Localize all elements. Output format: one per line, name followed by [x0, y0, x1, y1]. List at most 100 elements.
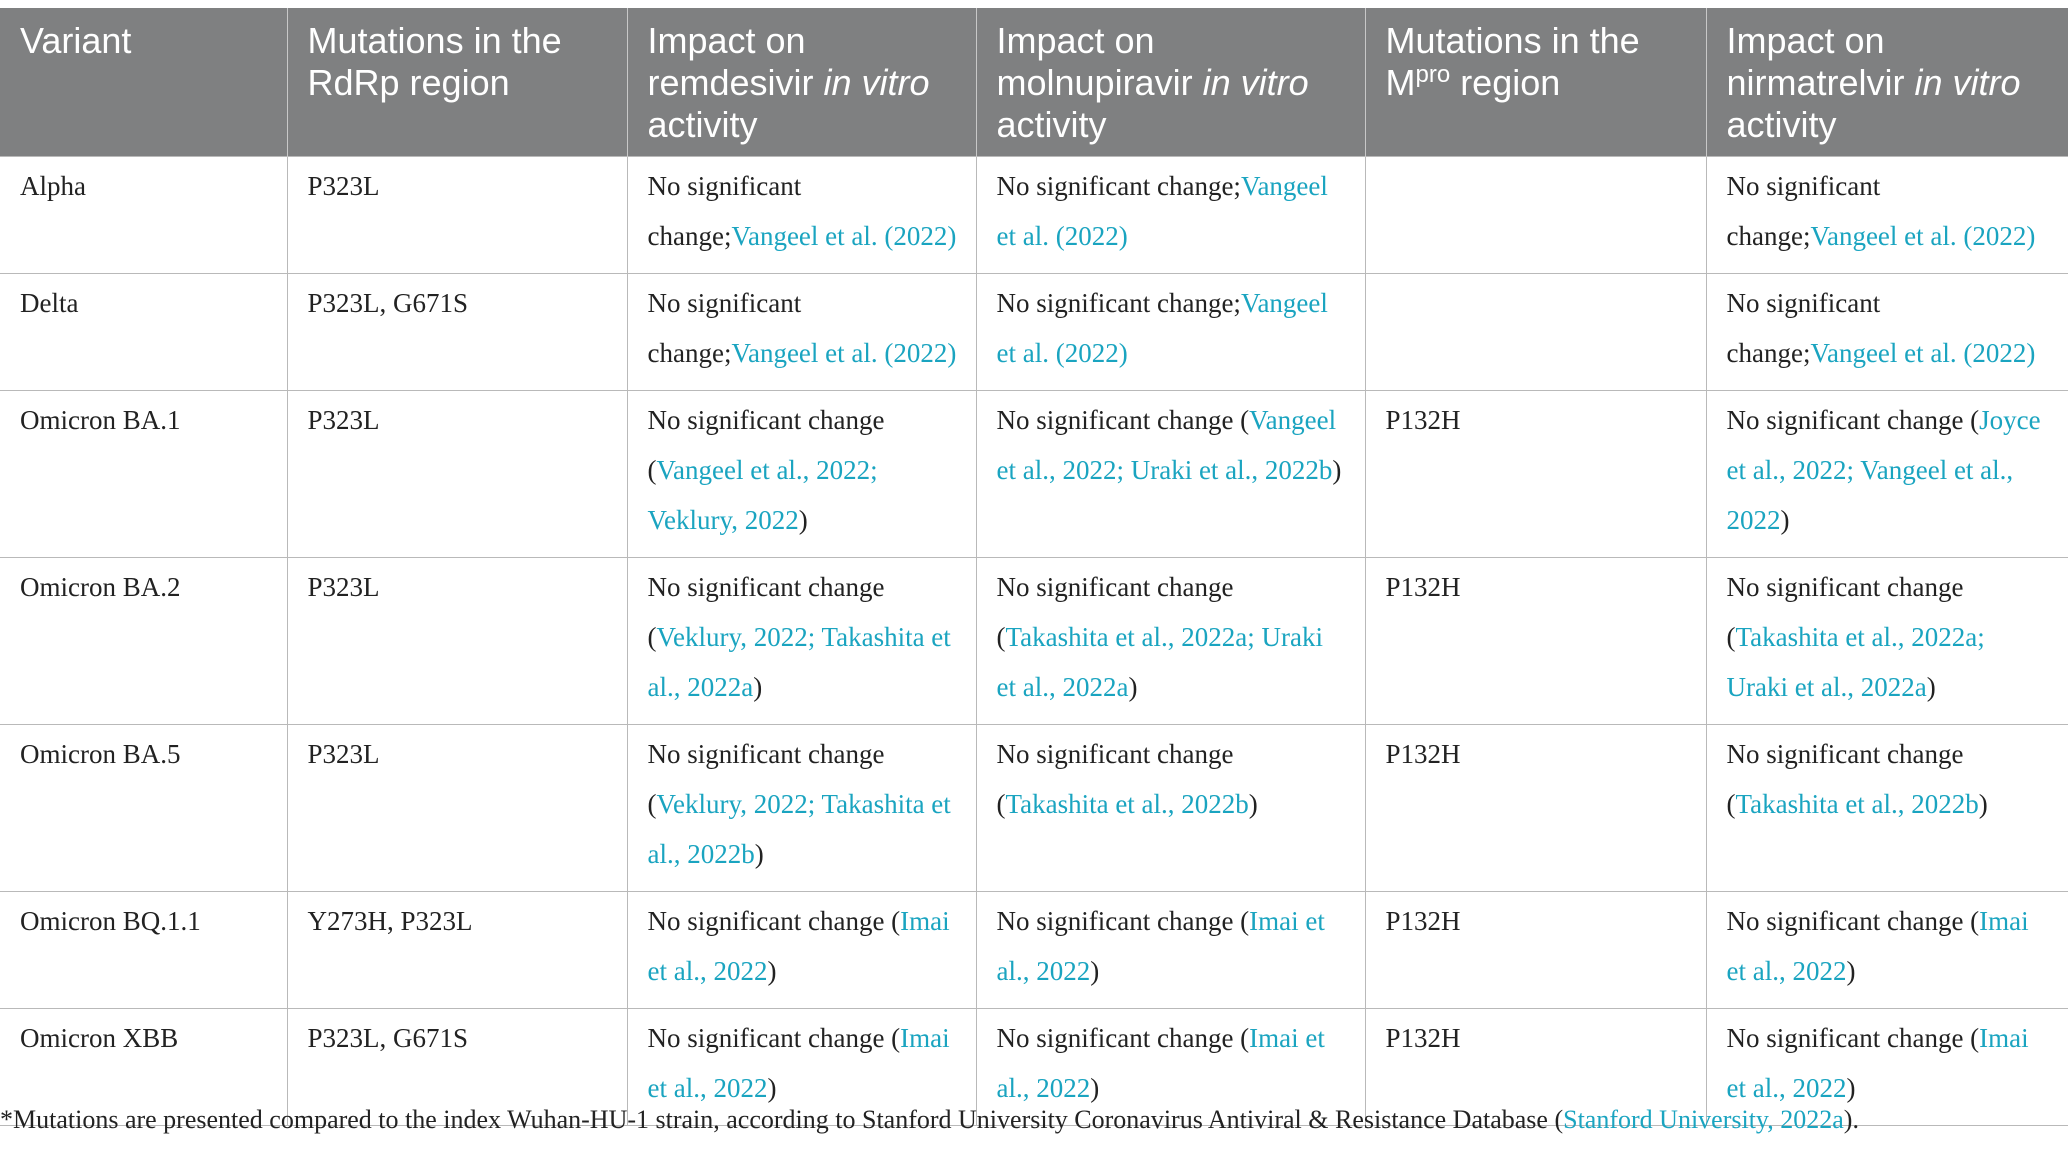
remdesivir-impact-cell: No significant change (Veklury, 2022; Ta…	[626, 557, 977, 725]
citation-link[interactable]: Takashita et al., 2022b	[1005, 789, 1249, 819]
molnupiravir-impact-cell: No significant change (Imai et al., 2022…	[975, 891, 1366, 1009]
citation-close: )	[1780, 505, 1790, 535]
citation-close: )	[754, 839, 764, 869]
citation-close: )	[767, 956, 777, 986]
citation-link[interactable]: Vangeel et al., 2022; Veklury, 2022	[647, 455, 878, 535]
nirmatrelvir-impact-cell: No significant change (Takashita et al.,…	[1705, 724, 2068, 892]
nirmatrelvir-impact-cell: No significant change (Imai et al., 2022…	[1705, 891, 2068, 1009]
citation-link[interactable]: Imai et al., 2022	[1726, 1023, 2029, 1103]
molnupiravir-impact-cell: No significant change;Vangeel et al. (20…	[975, 156, 1366, 274]
molnupiravir-impact-cell: No significant change (Vangeel et al., 2…	[975, 390, 1366, 558]
impact-text: No significant change (	[996, 1023, 1250, 1053]
impact-text: No significant change (	[647, 1023, 901, 1053]
header-variant: Variant	[0, 8, 287, 157]
mpro-mutations-cell: P132H	[1364, 891, 1707, 1009]
mpro-mutations-cell	[1364, 156, 1707, 274]
rdrp-mutations-cell: P323L, G671S	[286, 1008, 628, 1126]
citation-close: )	[767, 1073, 777, 1103]
citation-close: )	[753, 672, 763, 702]
impact-text: No significant change;	[647, 171, 802, 251]
impact-text: No significant change (	[996, 906, 1250, 936]
header-row: Variant Mutations in the RdRp region Imp…	[0, 8, 2068, 157]
resistance-table: Variant Mutations in the RdRp region Imp…	[0, 8, 2068, 1126]
impact-text: No significant change;	[996, 171, 1241, 201]
impact-text: No significant change;	[1726, 288, 1881, 368]
citation-link[interactable]: Vangeel et al. (2022)	[996, 288, 1328, 368]
variant-cell: Omicron BA.5	[0, 724, 288, 892]
citation-link[interactable]: Vangeel et al. (2022)	[1810, 338, 2036, 368]
citation-link[interactable]: Vangeel et al. (2022)	[996, 171, 1328, 251]
rdrp-mutations-cell: P323L	[286, 724, 628, 892]
citation-close: )	[1090, 1073, 1100, 1103]
impact-text: No significant change (	[647, 739, 885, 819]
citation-close: )	[1128, 672, 1138, 702]
citation-link[interactable]: Joyce et al., 2022; Vangeel et al., 2022	[1726, 405, 2041, 535]
citation-link[interactable]: Veklury, 2022; Takashita et al., 2022b	[647, 789, 951, 869]
citation-link[interactable]: Vangeel et al. (2022)	[731, 221, 957, 251]
citation-link[interactable]: Imai et al., 2022	[1726, 906, 2029, 986]
citation-close: )	[1846, 1073, 1856, 1103]
mpro-mutations-cell: P132H	[1364, 557, 1707, 725]
impact-text: No significant change (	[996, 405, 1250, 435]
table-row: Omicron BA.1 P323L No significant change (…	[0, 390, 2068, 558]
citation-link[interactable]: Takashita et al., 2022a; Uraki et al., 2…	[996, 622, 1324, 702]
footnote-reference-link[interactable]: Stanford University, 2022a	[1563, 1105, 1844, 1134]
nirmatrelvir-impact-cell: No significant change (Joyce et al., 202…	[1705, 390, 2068, 558]
citation-close: )	[1978, 789, 1988, 819]
impact-text: No significant change (	[1726, 405, 1980, 435]
citation-close: )	[1926, 672, 1936, 702]
citation-link[interactable]: Imai et al., 2022	[996, 1023, 1325, 1103]
molnupiravir-impact-cell: No significant change;Vangeel et al. (20…	[975, 273, 1366, 391]
citation-link[interactable]: Imai et al., 2022	[996, 906, 1325, 986]
citation-close: )	[1332, 455, 1342, 485]
citation-link[interactable]: Takashita et al., 2022a; Uraki et al., 2…	[1726, 622, 1985, 702]
impact-text: No significant change;	[1726, 171, 1881, 251]
remdesivir-impact-cell: No significant change (Imai et al., 2022…	[626, 1008, 977, 1126]
citation-link[interactable]: Imai et al., 2022	[647, 906, 950, 986]
impact-text: No significant change (	[996, 572, 1234, 652]
header-molnupiravir-impact: Impact on molnupiravir in vitro activity	[975, 8, 1365, 157]
remdesivir-impact-cell: No significant change;Vangeel et al. (20…	[626, 156, 977, 274]
citation-link[interactable]: Veklury, 2022; Takashita et al., 2022a	[647, 622, 951, 702]
citation-link[interactable]: Imai et al., 2022	[647, 1023, 950, 1103]
variant-cell: Delta	[0, 273, 288, 391]
molnupiravir-impact-cell: No significant change (Takashita et al.,…	[975, 557, 1366, 725]
table-footnote: *Mutations are presented compared to the…	[0, 1105, 1859, 1134]
impact-text: No significant change (	[996, 739, 1234, 819]
impact-text: No significant change (	[647, 405, 885, 485]
molnupiravir-impact-cell: No significant change (Takashita et al.,…	[975, 724, 1366, 892]
variant-cell: Omicron BQ.1.1	[0, 891, 288, 1009]
table-row: Omicron BA.5 P323L No significant change (…	[0, 724, 2068, 892]
rdrp-mutations-cell: P323L	[286, 156, 628, 274]
table-row: Alpha P323L No significant change;Vangeel …	[0, 156, 2068, 274]
table-header: Variant Mutations in the RdRp region Imp…	[0, 8, 2068, 157]
citation-close: )	[798, 505, 808, 535]
variant-cell: Omicron BA.1	[0, 390, 288, 558]
nirmatrelvir-impact-cell: No significant change (Takashita et al.,…	[1705, 557, 2068, 725]
variant-cell: Omicron BA.2	[0, 557, 288, 725]
citation-link[interactable]: Takashita et al., 2022b	[1735, 789, 1979, 819]
citation-link[interactable]: Vangeel et al. (2022)	[1810, 221, 2036, 251]
impact-text: No significant change (	[1726, 1023, 1980, 1053]
impact-text: No significant change (	[647, 572, 885, 652]
table-row: Delta P323L, G671S No significant change;V…	[0, 273, 2068, 391]
mpro-mutations-cell: P132H	[1364, 724, 1707, 892]
citation-close: )	[1090, 956, 1100, 986]
remdesivir-impact-cell: No significant change;Vangeel et al. (20…	[626, 273, 977, 391]
variant-cell: Omicron XBB	[0, 1008, 288, 1126]
header-mpro-mutations: Mutations in the Mpro region	[1364, 8, 1706, 157]
citation-link[interactable]: Vangeel et al., 2022; Uraki et al., 2022…	[996, 405, 1337, 485]
table-body: Alpha P323L No significant change;Vangeel …	[0, 156, 2068, 1126]
citation-link[interactable]: Vangeel et al. (2022)	[731, 338, 957, 368]
impact-text: No significant change;	[647, 288, 802, 368]
impact-text: No significant change (	[1726, 906, 1980, 936]
impact-text: No significant change (	[647, 906, 901, 936]
header-rdrp-mutations: Mutations in the RdRp region	[286, 8, 627, 157]
table-row: Omicron XBB P323L, G671S No significant ch…	[0, 1008, 2068, 1126]
impact-text: No significant change (	[1726, 572, 1964, 652]
table-row: Omicron BA.2 P323L No significant change (…	[0, 557, 2068, 725]
remdesivir-impact-cell: No significant change (Imai et al., 2022…	[626, 891, 977, 1009]
remdesivir-impact-cell: No significant change (Vangeel et al., 2…	[626, 390, 977, 558]
rdrp-mutations-cell: P323L, G671S	[286, 273, 628, 391]
citation-close: )	[1846, 956, 1856, 986]
